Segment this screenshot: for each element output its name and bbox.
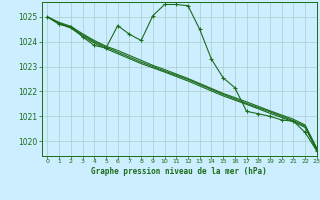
X-axis label: Graphe pression niveau de la mer (hPa): Graphe pression niveau de la mer (hPa) bbox=[91, 167, 267, 176]
